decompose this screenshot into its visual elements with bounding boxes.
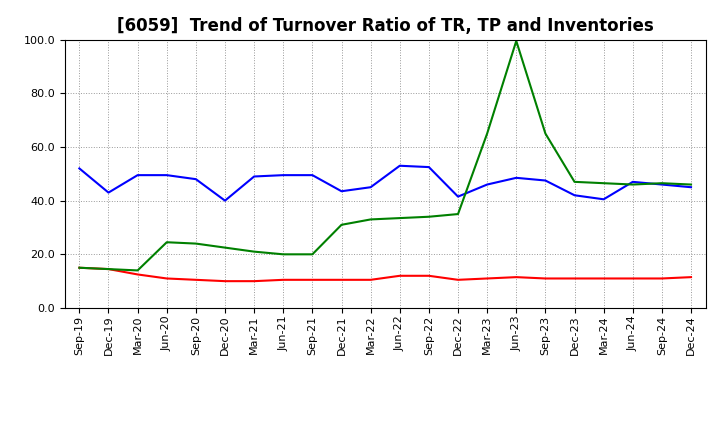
Line: Inventories: Inventories — [79, 41, 691, 271]
Inventories — [425, 214, 433, 220]
Inventories — [279, 252, 287, 257]
Inventories — [163, 240, 171, 245]
Inventories — [133, 268, 142, 273]
Trade Receivables — [308, 277, 317, 282]
Trade Receivables — [629, 276, 637, 281]
Trade Receivables — [250, 279, 258, 284]
Trade Receivables — [279, 277, 287, 282]
Trade Payables — [104, 190, 113, 195]
Trade Receivables — [570, 276, 579, 281]
Trade Receivables — [395, 273, 404, 279]
Inventories — [599, 180, 608, 186]
Trade Payables — [337, 189, 346, 194]
Inventories — [454, 211, 462, 216]
Inventories — [366, 217, 375, 222]
Trade Receivables — [512, 275, 521, 280]
Trade Receivables — [220, 279, 229, 284]
Trade Receivables — [163, 276, 171, 281]
Inventories — [395, 216, 404, 221]
Trade Receivables — [366, 277, 375, 282]
Trade Payables — [192, 176, 200, 182]
Inventories — [192, 241, 200, 246]
Inventories — [220, 245, 229, 250]
Inventories — [250, 249, 258, 254]
Trade Payables — [629, 179, 637, 184]
Trade Receivables — [541, 276, 550, 281]
Trade Payables — [512, 175, 521, 180]
Title: [6059]  Trend of Turnover Ratio of TR, TP and Inventories: [6059] Trend of Turnover Ratio of TR, TP… — [117, 17, 654, 35]
Inventories — [687, 182, 696, 187]
Inventories — [308, 252, 317, 257]
Trade Payables — [454, 194, 462, 199]
Trade Payables — [599, 197, 608, 202]
Inventories — [541, 131, 550, 136]
Trade Receivables — [454, 277, 462, 282]
Trade Payables — [483, 182, 492, 187]
Trade Receivables — [425, 273, 433, 279]
Inventories — [483, 131, 492, 136]
Trade Payables — [541, 178, 550, 183]
Trade Payables — [250, 174, 258, 179]
Trade Receivables — [483, 276, 492, 281]
Trade Receivables — [687, 275, 696, 280]
Trade Payables — [425, 165, 433, 170]
Inventories — [337, 222, 346, 227]
Trade Receivables — [657, 276, 666, 281]
Trade Payables — [687, 185, 696, 190]
Inventories — [512, 38, 521, 44]
Trade Receivables — [104, 267, 113, 272]
Trade Payables — [308, 172, 317, 178]
Inventories — [629, 182, 637, 187]
Inventories — [104, 267, 113, 272]
Trade Payables — [395, 163, 404, 169]
Inventories — [75, 265, 84, 270]
Trade Payables — [133, 172, 142, 178]
Inventories — [570, 179, 579, 184]
Trade Payables — [570, 193, 579, 198]
Inventories — [657, 180, 666, 186]
Trade Payables — [163, 172, 171, 178]
Line: Trade Receivables: Trade Receivables — [79, 268, 691, 281]
Trade Payables — [220, 198, 229, 203]
Trade Receivables — [192, 277, 200, 282]
Trade Payables — [366, 185, 375, 190]
Trade Payables — [279, 172, 287, 178]
Trade Receivables — [75, 265, 84, 270]
Line: Trade Payables: Trade Payables — [79, 166, 691, 201]
Trade Receivables — [337, 277, 346, 282]
Trade Payables — [75, 166, 84, 171]
Trade Payables — [657, 182, 666, 187]
Trade Receivables — [133, 272, 142, 277]
Trade Receivables — [599, 276, 608, 281]
